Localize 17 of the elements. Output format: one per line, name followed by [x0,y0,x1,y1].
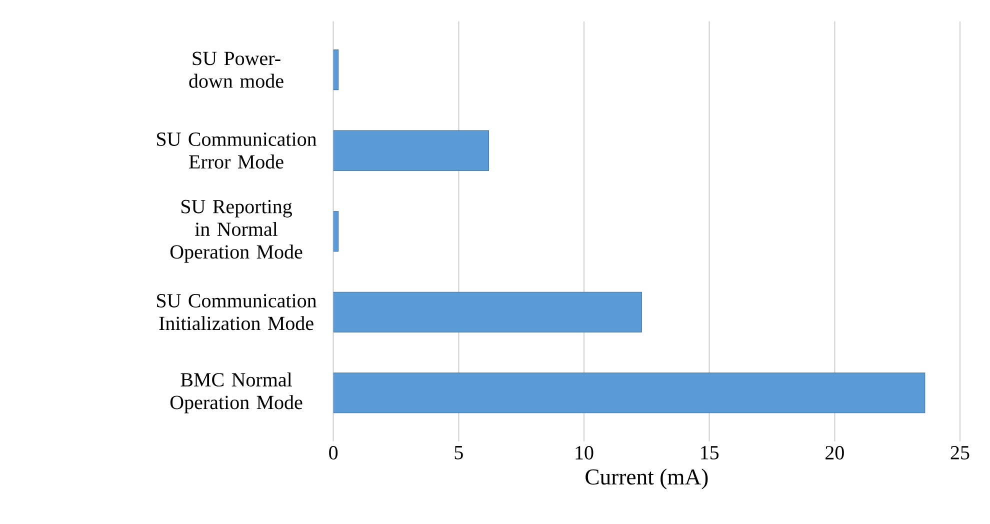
bar [333,211,339,252]
x-tick-label: 25 [950,446,970,460]
bar [333,130,490,171]
bar [333,50,339,90]
x-tick-label: 5 [454,446,463,460]
x-tick-label: 10 [576,446,594,460]
x-tick-label: 15 [701,446,719,460]
y-tick-label: SU Communication Initialization Mode [157,294,317,330]
y-tick-label: SU Communication Error Mode [157,132,317,169]
y-tick-label: SU Power-down mode [189,52,284,88]
y-tick-label: BMC Normal Operation Mode [170,372,302,414]
y-tick-label: SU Reporting in Normal Operation Mode [170,200,302,263]
x-tick-label: 0 [329,446,338,460]
x-axis-title: Current (mA) [586,468,708,490]
x-tick-label: 20 [826,446,844,460]
bar [333,372,926,414]
bar [333,292,642,332]
